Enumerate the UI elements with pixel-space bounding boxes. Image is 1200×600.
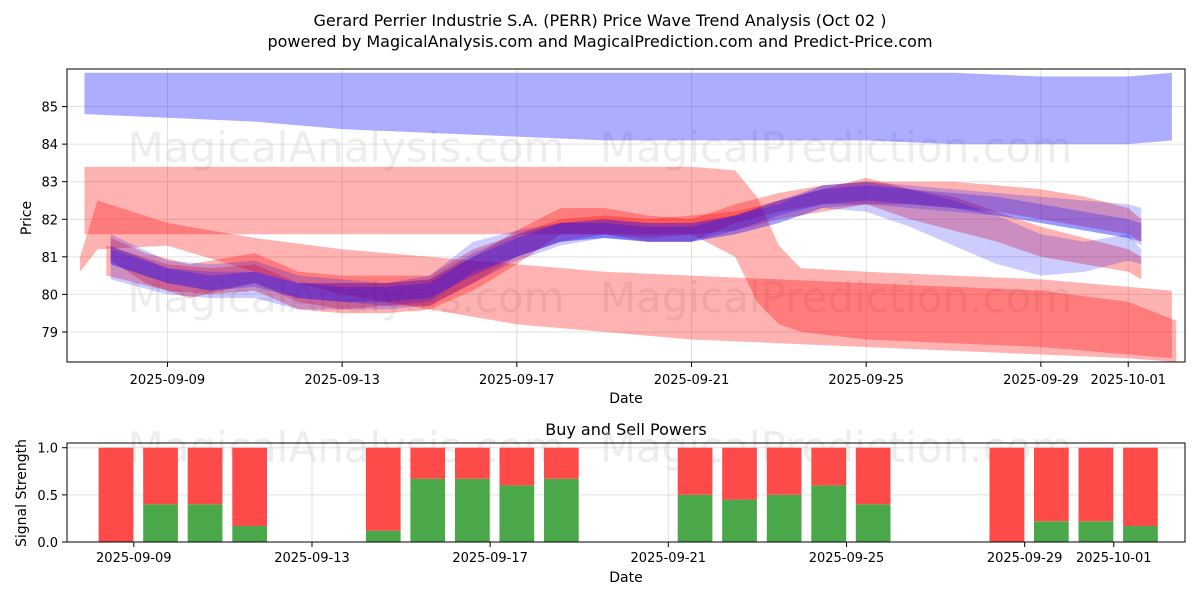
price-x-tick-label: 2025-09-09 (130, 373, 206, 388)
watermark-analysis-mid: MagicalAnalysis.com (128, 273, 565, 322)
buy-sell-chart: Buy and Sell Powers MagicalAnalysis.com … (14, 420, 1186, 586)
buy-sell-x-tick-label: 2025-09-13 (274, 551, 350, 566)
watermark-prediction-top: MagicalPrediction.com (600, 123, 1073, 172)
buy-sell-x-tick-label: 2025-09-25 (809, 551, 885, 566)
price-y-tick-label: 85 (41, 101, 58, 116)
buy-bar (455, 478, 490, 542)
sell-bar (455, 447, 490, 479)
buy-bar (187, 504, 223, 542)
price-wave-chart: MagicalAnalysis.com MagicalPrediction.co… (19, 68, 1186, 407)
buy-bar (1034, 521, 1069, 542)
buy-bar (855, 504, 891, 542)
price-x-tick-label: 2025-09-29 (1003, 373, 1079, 388)
buy-sell-y-ticks: 0.0 0.5 1.0 (37, 442, 67, 551)
price-y-tick-label: 84 (41, 138, 58, 153)
price-x-tick-label: 2025-09-25 (828, 373, 904, 388)
chart-title: Gerard Perrier Industrie S.A. (PERR) Pri… (314, 11, 887, 30)
buy-sell-y-tick-label: 0.5 (37, 489, 58, 504)
sell-bar (98, 447, 134, 542)
red-wave-2 (106, 181, 1142, 314)
price-y-tick-label: 80 (41, 288, 58, 303)
price-y-tick-label: 82 (41, 213, 58, 228)
price-x-tick-label: 2025-10-01 (1090, 373, 1166, 388)
sell-bar (1034, 447, 1069, 522)
blue-top-band (84, 72, 1172, 145)
price-watermarks: MagicalAnalysis.com MagicalPrediction.co… (128, 123, 1073, 322)
buy-sell-title: Buy and Sell Powers (545, 420, 707, 439)
sell-bar (677, 447, 713, 495)
buy-bar (766, 494, 802, 542)
sell-bar (544, 447, 579, 479)
buy-sell-x-ticks: 2025-09-09 2025-09-13 2025-09-17 2025-09-21… (96, 542, 1152, 566)
red-diagonal-band (80, 200, 1177, 362)
buy-bar (499, 485, 535, 542)
watermark-analysis-top: MagicalAnalysis.com (128, 123, 565, 172)
chart-subtitle: powered by MagicalAnalysis.com and Magic… (267, 32, 932, 51)
price-y-axis-label: Price (19, 201, 35, 235)
price-x-tick-label: 2025-09-17 (479, 373, 555, 388)
buy-sell-y-tick-label: 1.0 (37, 442, 58, 457)
sell-bar (811, 447, 846, 486)
price-x-tick-label: 2025-09-13 (304, 373, 380, 388)
price-x-tick-label: 2025-09-21 (654, 373, 730, 388)
buy-bar (232, 526, 267, 542)
price-plot-area (67, 69, 1185, 362)
purple-core-band (110, 185, 1142, 302)
sell-bar (855, 447, 891, 505)
sell-bar (1123, 447, 1158, 526)
buy-bar (677, 494, 713, 542)
sell-bar (766, 447, 802, 495)
buy-sell-y-tick-label: 0.0 (37, 536, 58, 551)
buy-sell-x-tick-label: 2025-09-09 (96, 551, 172, 566)
sell-bar (1078, 447, 1114, 522)
red-wave-1 (110, 177, 1142, 310)
buy-bar (722, 499, 757, 542)
price-x-axis-label: Date (609, 391, 642, 407)
blue-wave-2 (110, 181, 1142, 310)
price-x-ticks: 2025-09-09 2025-09-13 2025-09-17 2025-09-21… (130, 362, 1166, 388)
sell-bar (722, 447, 757, 500)
price-y-tick-label: 81 (41, 251, 58, 266)
buy-sell-y-axis-label: Signal Strength (14, 439, 30, 547)
sell-bar (989, 447, 1025, 542)
buy-sell-x-tick-label: 2025-09-17 (452, 551, 528, 566)
sell-bar (232, 447, 267, 526)
buy-sell-x-tick-label: 2025-09-29 (987, 551, 1063, 566)
buy-sell-bars (98, 447, 1158, 542)
buy-sell-watermarks: MagicalAnalysis.com MagicalPrediction.co… (128, 423, 1073, 472)
buy-bar (1123, 526, 1158, 542)
buy-bar (811, 485, 846, 542)
buy-bar (1078, 521, 1114, 542)
sell-bar (365, 447, 401, 531)
sell-bar (187, 447, 223, 505)
watermark-prediction-mid: MagicalPrediction.com (600, 273, 1073, 322)
red-box-band (84, 166, 1172, 359)
buy-sell-x-axis-label: Date (609, 570, 642, 586)
price-y-tick-label: 79 (41, 326, 58, 341)
price-bands (80, 72, 1177, 362)
price-gridlines (67, 69, 1185, 362)
sell-bar (143, 447, 178, 505)
sell-bar (410, 447, 446, 479)
buy-sell-x-tick-label: 2025-09-21 (631, 551, 707, 566)
price-y-ticks: 79 80 81 82 83 84 85 (41, 101, 67, 341)
buy-sell-plot-frame (66, 442, 1186, 543)
buy-bar (410, 478, 446, 542)
price-plot-frame (66, 68, 1186, 363)
buy-bar (544, 478, 579, 542)
buy-sell-x-tick-label: 2025-10-01 (1076, 551, 1152, 566)
sell-bar (499, 447, 535, 486)
buy-bar (365, 530, 401, 542)
buy-bar (143, 504, 178, 542)
price-y-tick-label: 83 (41, 176, 58, 191)
